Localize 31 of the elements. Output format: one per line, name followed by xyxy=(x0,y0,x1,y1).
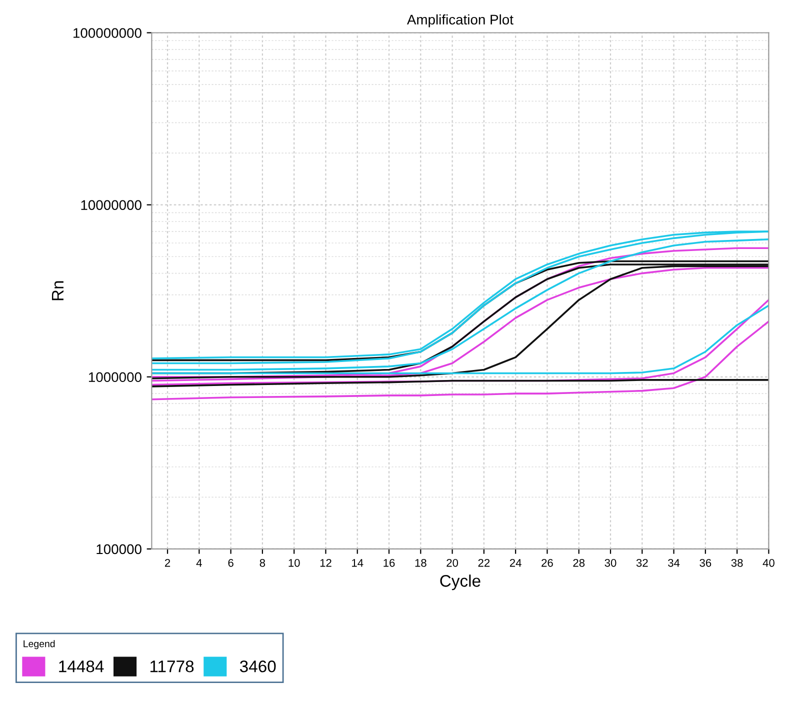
x-tick-label: 20 xyxy=(446,558,458,567)
y-tick-label: 10000000 xyxy=(81,200,142,210)
x-tick-label: 26 xyxy=(542,558,553,567)
x-tick-label: 2 xyxy=(164,558,170,567)
legend-title: Legend xyxy=(24,640,55,650)
x-tick-label: 40 xyxy=(762,558,774,567)
x-tick-label: 16 xyxy=(384,558,395,567)
legend-label: 11778 xyxy=(150,660,194,672)
y-tick-label: 100000 xyxy=(96,544,142,554)
x-tick-label: 12 xyxy=(320,558,332,567)
x-tick-label: 18 xyxy=(415,558,426,567)
legend-label: 14484 xyxy=(59,660,104,672)
x-axis-title: Cycle xyxy=(440,574,480,590)
x-tick-label: 8 xyxy=(260,558,266,567)
chart-title: Amplification Plot xyxy=(406,14,514,28)
x-tick-label: 34 xyxy=(668,558,680,567)
x-tick-label: 38 xyxy=(731,558,743,567)
y-tick-label: 1000000 xyxy=(88,372,142,382)
y-axis-title: Rn xyxy=(52,281,64,300)
x-tick-label: 4 xyxy=(196,559,202,567)
x-tick-label: 36 xyxy=(700,558,712,567)
x-tick-label: 6 xyxy=(228,558,234,567)
x-tick-label: 28 xyxy=(573,558,585,567)
x-tick-label: 32 xyxy=(636,558,648,567)
x-tick-label: 10 xyxy=(288,558,300,567)
legend-label: 3460 xyxy=(240,660,276,672)
y-tick-label: 100000000 xyxy=(74,28,142,38)
x-tick-label: 14 xyxy=(352,559,364,567)
x-tick-label: 22 xyxy=(478,558,490,567)
x-tick-label: 30 xyxy=(604,558,616,567)
x-tick-label: 24 xyxy=(510,558,522,567)
